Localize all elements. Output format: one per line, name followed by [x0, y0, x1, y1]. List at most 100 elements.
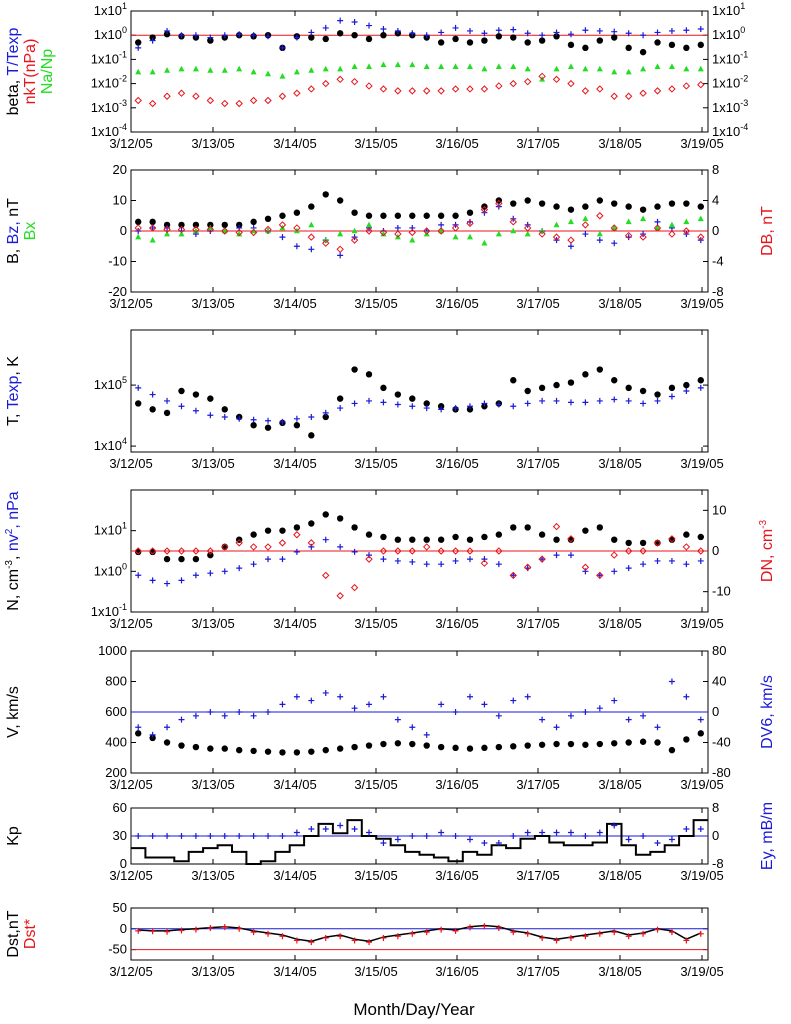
- data-point: [192, 92, 200, 100]
- chart-panel6: 60 30 0 8 0 -8 3/12/05 3/13/05 3/14/05 3/15/05 3/1…: [5, 800, 776, 883]
- x-tick-label: 3/16/05: [435, 777, 478, 792]
- data-point: [293, 224, 301, 232]
- data-point: [192, 572, 199, 579]
- data-point: [207, 570, 214, 577]
- data-point: [452, 709, 459, 715]
- data-point: [510, 377, 517, 384]
- data-point: [423, 561, 430, 568]
- data-point: [538, 531, 546, 538]
- data-point: [452, 233, 459, 240]
- data-point: [249, 96, 258, 105]
- data-point: [567, 535, 575, 543]
- y-tick-label-right: -8: [712, 284, 724, 299]
- data-point: [582, 527, 589, 534]
- data-point: [380, 934, 387, 941]
- data-point: [236, 565, 243, 572]
- data-point: [596, 740, 604, 748]
- data-point: [221, 406, 228, 413]
- data-point: [379, 85, 388, 93]
- data-point: [437, 547, 445, 555]
- data-point: [553, 724, 560, 731]
- data-point: [611, 377, 618, 384]
- data-point: [394, 740, 402, 747]
- data-point: [567, 206, 575, 213]
- data-point: [336, 515, 344, 522]
- data-point: [408, 87, 416, 95]
- data-point: [351, 705, 358, 712]
- data-point: [351, 63, 358, 69]
- data-point: [351, 400, 358, 407]
- data-point: [596, 85, 604, 93]
- data-point: [611, 200, 618, 207]
- y-tick-label-right: 80: [712, 643, 726, 658]
- data-point: [135, 233, 142, 240]
- data-point: [553, 937, 560, 944]
- data-point: [567, 552, 574, 559]
- data-point: [337, 543, 344, 550]
- data-point: [624, 92, 633, 100]
- data-point: [394, 401, 401, 408]
- data-point: [250, 531, 257, 538]
- data-point: [365, 227, 373, 235]
- data-point: [466, 556, 473, 563]
- data-point: [510, 833, 517, 839]
- data-point: [279, 833, 286, 839]
- data-point: [192, 391, 200, 398]
- data-point: [192, 221, 200, 229]
- data-point: [553, 536, 560, 543]
- data-point: [553, 552, 560, 559]
- data-point: [596, 705, 603, 712]
- data-point: [250, 218, 257, 226]
- data-point: [582, 933, 589, 940]
- data-point: [307, 539, 316, 547]
- data-point: [322, 934, 329, 941]
- y-tick-label-right: 8: [712, 162, 719, 177]
- data-point: [639, 539, 647, 547]
- data-point: [149, 731, 156, 738]
- data-point: [625, 384, 632, 392]
- data-point: [265, 833, 272, 839]
- data-point: [207, 551, 214, 559]
- y-axis-label-right: DV6, km/s: [759, 675, 776, 749]
- data-point: [697, 826, 704, 832]
- x-tick-label: 3/19/05: [680, 296, 723, 311]
- data-point: [682, 227, 691, 235]
- data-point: [149, 406, 156, 413]
- data-point: [438, 221, 445, 228]
- series-na-np: [135, 61, 704, 82]
- data-point: [178, 403, 185, 410]
- y-tick-label: 1x104: [94, 436, 127, 453]
- data-point: [582, 44, 589, 52]
- data-point: [581, 221, 590, 229]
- data-point: [235, 221, 243, 229]
- data-point: [394, 716, 401, 723]
- data-point: [510, 697, 517, 704]
- data-point: [683, 44, 690, 52]
- data-point: [409, 930, 416, 937]
- data-point: [538, 200, 546, 207]
- data-point: [265, 930, 272, 937]
- data-point: [683, 218, 690, 225]
- data-point: [192, 407, 199, 414]
- data-point: [337, 693, 344, 700]
- data-point: [697, 377, 704, 384]
- data-point: [466, 27, 473, 34]
- data-point: [611, 240, 618, 247]
- data-point: [466, 745, 474, 752]
- chart-panel7: 50 0 -50 3/12/05 3/13/05 3/14/05 3/15/05 3/16/0…: [5, 900, 724, 979]
- x-tick-label: 3/17/05: [516, 136, 559, 151]
- data-point: [654, 203, 661, 210]
- data-point: [192, 833, 199, 839]
- data-point: [293, 749, 301, 756]
- data-point: [322, 35, 329, 43]
- data-point: [481, 533, 488, 541]
- data-point: [365, 742, 373, 749]
- data-point: [438, 406, 445, 413]
- y-axis-label: beta, T/Texp: [5, 28, 22, 116]
- data-point: [625, 203, 632, 210]
- data-point: [437, 212, 445, 219]
- data-point: [163, 555, 171, 563]
- y-tick-label-right: 40: [712, 674, 726, 689]
- data-point: [524, 30, 531, 37]
- data-point: [308, 543, 315, 550]
